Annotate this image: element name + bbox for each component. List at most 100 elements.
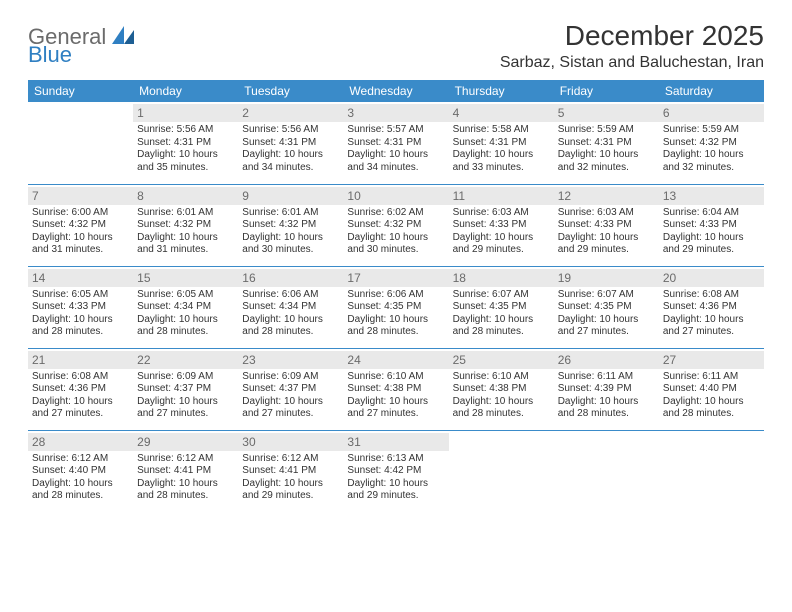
day-number: 7 bbox=[28, 187, 133, 205]
weekday-header: Sunday bbox=[28, 80, 133, 102]
day-detail-line: Sunset: 4:31 PM bbox=[347, 137, 444, 150]
day-detail-line: Sunset: 4:36 PM bbox=[32, 383, 129, 396]
day-details: Sunrise: 6:06 AMSunset: 4:34 PMDaylight:… bbox=[242, 289, 339, 339]
calendar-cell: 29Sunrise: 6:12 AMSunset: 4:41 PMDayligh… bbox=[133, 430, 238, 512]
day-detail-line: Sunset: 4:36 PM bbox=[663, 301, 760, 314]
calendar-cell: 1 Sunrise: 5:56 AMSunset: 4:31 PMDaylight… bbox=[133, 102, 238, 184]
day-detail-line: and 27 minutes. bbox=[32, 408, 129, 421]
day-detail-line: Sunrise: 6:11 AM bbox=[558, 371, 655, 384]
day-details: Sunrise: 5:57 AMSunset: 4:31 PMDaylight:… bbox=[347, 124, 444, 174]
day-number: 2 bbox=[238, 104, 343, 122]
day-details: Sunrise: 5:58 AMSunset: 4:31 PMDaylight:… bbox=[453, 124, 550, 174]
weekday-header: Monday bbox=[133, 80, 238, 102]
day-details: Sunrise: 6:06 AMSunset: 4:35 PMDaylight:… bbox=[347, 289, 444, 339]
day-details: Sunrise: 6:01 AMSunset: 4:32 PMDaylight:… bbox=[242, 207, 339, 257]
day-details: Sunrise: 6:12 AMSunset: 4:41 PMDaylight:… bbox=[137, 453, 234, 503]
day-detail-line: and 30 minutes. bbox=[347, 244, 444, 257]
day-detail-line: Sunrise: 6:10 AM bbox=[347, 371, 444, 384]
day-detail-line: Sunrise: 6:12 AM bbox=[32, 453, 129, 466]
day-details: Sunrise: 6:07 AMSunset: 4:35 PMDaylight:… bbox=[453, 289, 550, 339]
calendar-cell: 10 Sunrise: 6:02 AMSunset: 4:32 PMDayligh… bbox=[343, 184, 448, 266]
calendar-week-row: 1Sunrise: 5:56 AMSunset: 4:31 PMDaylight… bbox=[28, 102, 764, 184]
day-detail-line: and 28 minutes. bbox=[137, 326, 234, 339]
day-detail-line: Daylight: 10 hours bbox=[453, 314, 550, 327]
day-details: Sunrise: 6:07 AMSunset: 4:35 PMDaylight:… bbox=[558, 289, 655, 339]
weekday-header-row: Sunday Monday Tuesday Wednesday Thursday… bbox=[28, 80, 764, 102]
calendar-cell: 12 Sunrise: 6:03 AMSunset: 4:33 PMDayligh… bbox=[554, 184, 659, 266]
day-detail-line: Sunset: 4:33 PM bbox=[663, 219, 760, 232]
day-detail-line: Sunrise: 6:12 AM bbox=[242, 453, 339, 466]
calendar-cell: 4Sunrise: 5:58 AMSunset: 4:31 PMDaylight… bbox=[449, 102, 554, 184]
day-number: 27 bbox=[659, 351, 764, 369]
calendar-week-row: 21Sunrise: 6:08 AMSunset: 4:36 PMDayligh… bbox=[28, 348, 764, 430]
day-detail-line: Sunrise: 5:59 AM bbox=[663, 124, 760, 137]
day-number: 9 bbox=[238, 187, 343, 205]
day-detail-line: and 27 minutes. bbox=[242, 408, 339, 421]
calendar-cell: 17 Sunrise: 6:06 AMSunset: 4:35 PMDayligh… bbox=[343, 266, 448, 348]
calendar-week-row: 14Sunrise: 6:05 AMSunset: 4:33 PMDayligh… bbox=[28, 266, 764, 348]
day-number: 28 bbox=[28, 433, 133, 451]
day-details: Sunrise: 6:03 AMSunset: 4:33 PMDaylight:… bbox=[558, 207, 655, 257]
day-detail-line: Sunset: 4:33 PM bbox=[32, 301, 129, 314]
day-detail-line: Sunrise: 5:56 AM bbox=[242, 124, 339, 137]
day-detail-line: Sunrise: 5:59 AM bbox=[558, 124, 655, 137]
day-details: Sunrise: 5:59 AMSunset: 4:32 PMDaylight:… bbox=[663, 124, 760, 174]
day-detail-line: Daylight: 10 hours bbox=[32, 232, 129, 245]
day-details: Sunrise: 6:08 AMSunset: 4:36 PMDaylight:… bbox=[32, 371, 129, 421]
day-detail-line: Sunrise: 6:08 AM bbox=[32, 371, 129, 384]
calendar-cell: 7Sunrise: 6:00 AMSunset: 4:32 PMDaylight… bbox=[28, 184, 133, 266]
day-detail-line: Sunset: 4:31 PM bbox=[242, 137, 339, 150]
day-detail-line: Daylight: 10 hours bbox=[32, 478, 129, 491]
day-details: Sunrise: 6:13 AMSunset: 4:42 PMDaylight:… bbox=[347, 453, 444, 503]
day-detail-line: and 29 minutes. bbox=[453, 244, 550, 257]
day-detail-line: Sunrise: 6:05 AM bbox=[32, 289, 129, 302]
calendar-cell: 21 Sunrise: 6:08 AMSunset: 4:36 PMDayligh… bbox=[28, 348, 133, 430]
day-detail-line: Sunset: 4:32 PM bbox=[663, 137, 760, 150]
calendar-cell: 5Sunrise: 5:59 AMSunset: 4:31 PMDaylight… bbox=[554, 102, 659, 184]
day-detail-line: Sunrise: 5:56 AM bbox=[137, 124, 234, 137]
day-detail-line: Sunset: 4:41 PM bbox=[137, 465, 234, 478]
day-detail-line: and 32 minutes. bbox=[663, 162, 760, 175]
day-detail-line: and 34 minutes. bbox=[347, 162, 444, 175]
day-detail-line: and 28 minutes. bbox=[137, 490, 234, 503]
day-detail-line: Sunset: 4:31 PM bbox=[137, 137, 234, 150]
day-detail-line: Sunset: 4:38 PM bbox=[347, 383, 444, 396]
day-number: 17 bbox=[343, 269, 448, 287]
day-details: Sunrise: 6:02 AMSunset: 4:32 PMDaylight:… bbox=[347, 207, 444, 257]
day-detail-line: Sunrise: 6:00 AM bbox=[32, 207, 129, 220]
day-detail-line: Sunrise: 6:01 AM bbox=[137, 207, 234, 220]
calendar-cell: 20Sunrise: 6:08 AMSunset: 4:36 PMDayligh… bbox=[659, 266, 764, 348]
day-detail-line: Sunrise: 6:07 AM bbox=[558, 289, 655, 302]
day-number: 5 bbox=[554, 104, 659, 122]
day-detail-line: Sunset: 4:37 PM bbox=[137, 383, 234, 396]
calendar-week-row: 7 Sunrise: 6:00 AM Sunset: 4:32 PM Daylight… bbox=[28, 184, 764, 266]
day-detail-line: Daylight: 10 hours bbox=[663, 314, 760, 327]
day-detail-line: and 29 minutes. bbox=[663, 244, 760, 257]
day-detail-line: Daylight: 10 hours bbox=[347, 149, 444, 162]
day-detail-line: Daylight: 10 hours bbox=[137, 478, 234, 491]
day-number: 21 bbox=[28, 351, 133, 369]
calendar-cell: 27Sunrise: 6:11 AMSunset: 4:40 PMDayligh… bbox=[659, 348, 764, 430]
day-detail-line: Sunset: 4:38 PM bbox=[453, 383, 550, 396]
day-number: 12 bbox=[554, 187, 659, 205]
day-number: 10 bbox=[343, 187, 448, 205]
day-details: Sunrise: 5:56 AMSunset: 4:31 PMDaylight:… bbox=[137, 124, 234, 174]
calendar-cell: 9 Sunrise: 6:01 AMSunset: 4:32 PMDaylight… bbox=[238, 184, 343, 266]
day-detail-line: Sunset: 4:42 PM bbox=[347, 465, 444, 478]
day-detail-line: Sunset: 4:32 PM bbox=[242, 219, 339, 232]
page-title: December 2025 bbox=[565, 20, 764, 52]
calendar-cell: 15Sunrise: 6:05 AMSunset: 4:34 PMDayligh… bbox=[133, 266, 238, 348]
day-detail-line: Daylight: 10 hours bbox=[347, 478, 444, 491]
day-number: 1 bbox=[133, 104, 238, 122]
day-detail-line: and 34 minutes. bbox=[242, 162, 339, 175]
day-detail-line: Sunrise: 6:03 AM bbox=[453, 207, 550, 220]
day-detail-line: Sunset: 4:35 PM bbox=[453, 301, 550, 314]
calendar-cell: 23Sunrise: 6:09 AMSunset: 4:37 PMDayligh… bbox=[238, 348, 343, 430]
day-detail-line: Daylight: 10 hours bbox=[242, 396, 339, 409]
day-number: 31 bbox=[343, 433, 448, 451]
calendar-cell bbox=[28, 102, 133, 184]
day-details: Sunrise: 5:56 AMSunset: 4:31 PMDaylight:… bbox=[242, 124, 339, 174]
calendar-cell: 16Sunrise: 6:06 AMSunset: 4:34 PMDayligh… bbox=[238, 266, 343, 348]
day-detail-line: Daylight: 10 hours bbox=[558, 314, 655, 327]
day-number: 11 bbox=[449, 187, 554, 205]
